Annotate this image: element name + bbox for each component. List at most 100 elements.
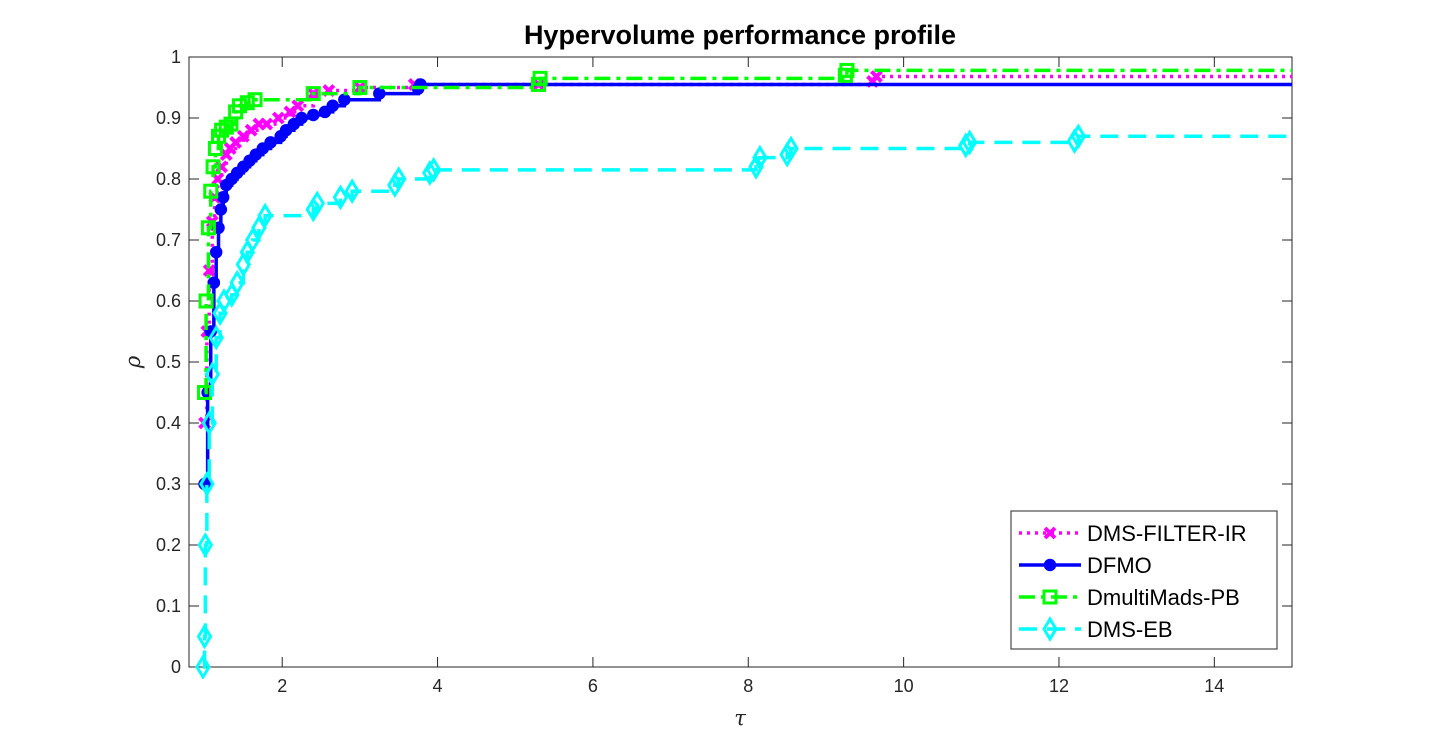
series-1-point-3 bbox=[207, 276, 221, 289]
series-1-point-22 bbox=[326, 99, 339, 113]
series-2-point-19 bbox=[839, 62, 855, 78]
legend-entry-3: DMS-EB bbox=[1019, 616, 1173, 642]
series-1-point-24-shape bbox=[373, 87, 386, 100]
legend-label-0: DMS-FILTER-IR bbox=[1087, 521, 1247, 546]
series-1-point-6-shape bbox=[214, 203, 228, 216]
series-3-point-10-shape bbox=[229, 269, 245, 296]
series-2-point-14 bbox=[305, 86, 321, 102]
legend-swatch-marker-2 bbox=[1042, 589, 1058, 605]
series-3-point-15-shape bbox=[257, 202, 273, 229]
series-0-point-16-shape bbox=[291, 99, 305, 113]
series-0-point-23-shape bbox=[870, 70, 883, 83]
x-tick-label-5: 12 bbox=[1049, 676, 1069, 696]
x-tick-label-2: 6 bbox=[588, 676, 598, 696]
series-3-point-30-shape bbox=[1066, 128, 1083, 155]
series-3-point-1-shape bbox=[196, 623, 213, 650]
legend-entry-1: DFMO bbox=[1019, 553, 1152, 578]
y-tick-label-2: 0.2 bbox=[156, 535, 181, 555]
series-3-point-29-shape bbox=[961, 129, 978, 156]
series-1-point-23 bbox=[338, 93, 351, 106]
series-1-point-19-shape bbox=[295, 111, 308, 125]
series-1-point-7-shape bbox=[216, 191, 230, 204]
series-3-point-2-shape bbox=[197, 532, 214, 558]
series-1-point-6 bbox=[214, 203, 228, 216]
series-2-point-0 bbox=[197, 385, 213, 400]
series-1-point-23-shape bbox=[338, 93, 351, 106]
chart-title: Hypervolume performance profile bbox=[524, 20, 956, 50]
series-3-point-22-shape bbox=[422, 159, 438, 186]
series-2-point-13-shape bbox=[247, 92, 263, 108]
series-3 bbox=[195, 123, 1292, 679]
series-3-point-20-shape bbox=[387, 172, 403, 199]
series-2-point-0-shape bbox=[197, 385, 213, 400]
series-3-point-5-shape bbox=[204, 361, 221, 388]
series-1-point-20 bbox=[307, 108, 320, 122]
series-3-point-4-shape bbox=[201, 410, 217, 436]
x-tick-label-1: 4 bbox=[433, 676, 443, 696]
series-2-point-2-shape bbox=[200, 220, 216, 236]
series-2-point-19-shape bbox=[839, 62, 855, 78]
series-1-point-4 bbox=[209, 245, 223, 259]
y-tick-label-6: 0.6 bbox=[156, 291, 181, 311]
series-3-point-3 bbox=[199, 471, 215, 497]
legend-swatch-marker-3-shape bbox=[1042, 616, 1058, 642]
legend-swatch-marker-0 bbox=[1043, 526, 1057, 540]
legend-swatch-marker-1 bbox=[1043, 558, 1057, 572]
y-tick-label-3: 0.3 bbox=[156, 474, 181, 494]
series-1-point-24 bbox=[373, 87, 386, 100]
series-3-point-0 bbox=[195, 654, 211, 679]
series-3-point-28-shape bbox=[958, 132, 974, 159]
x-tick-label-3: 8 bbox=[743, 676, 753, 696]
series-0-point-23 bbox=[870, 70, 883, 83]
series-3-point-28 bbox=[958, 132, 974, 159]
series-2-point-4-shape bbox=[205, 159, 221, 175]
series-2-point-12 bbox=[239, 95, 255, 111]
series-3-point-22 bbox=[422, 159, 438, 186]
series-2-point-3 bbox=[203, 183, 219, 199]
series-3-point-21-shape bbox=[390, 166, 407, 192]
series-3-point-18 bbox=[332, 184, 349, 211]
series-3-point-23 bbox=[425, 156, 442, 183]
series-1-point-15 bbox=[264, 136, 277, 149]
series-2-point-15-shape bbox=[352, 80, 368, 95]
series-1-point-4-shape bbox=[209, 245, 223, 259]
series-group bbox=[195, 62, 1292, 679]
series-3-point-17 bbox=[309, 190, 325, 217]
series-3-point-25 bbox=[752, 144, 768, 171]
series-3-point-1 bbox=[196, 623, 213, 650]
legend-entry-2: DmultiMads-PB bbox=[1019, 585, 1240, 610]
series-1-point-3-shape bbox=[207, 276, 221, 289]
series-1-point-22-shape bbox=[326, 99, 339, 113]
plot-area: 2 4 6 8 10 12 14 0 0.1 0.2 0.3 0.4 0.5 0.6 0.7 0.8 0.9 1 bbox=[156, 47, 1293, 696]
series-3-point-10 bbox=[229, 269, 245, 296]
series-3-point-16-shape bbox=[305, 196, 322, 223]
series-3-point-6 bbox=[208, 324, 224, 351]
legend-swatch-marker-3 bbox=[1042, 616, 1058, 642]
series-0-point-16 bbox=[291, 99, 305, 113]
series-3-point-17-shape bbox=[309, 190, 325, 217]
series-3-point-19-shape bbox=[344, 178, 360, 205]
series-3-point-29 bbox=[961, 129, 978, 156]
series-3-point-0-shape bbox=[195, 654, 211, 679]
series-3-point-26 bbox=[779, 141, 795, 168]
y-tick-label-10: 1 bbox=[171, 47, 181, 67]
series-3-point-27-shape bbox=[783, 135, 799, 162]
series-2-point-14-shape bbox=[305, 86, 321, 102]
series-1-point-7 bbox=[216, 191, 230, 204]
series-3-point-20 bbox=[387, 172, 403, 199]
x-tick-label-6: 14 bbox=[1204, 676, 1224, 696]
series-2-point-13 bbox=[247, 92, 263, 108]
series-2-point-2 bbox=[200, 220, 216, 236]
series-3-point-3-shape bbox=[199, 471, 215, 497]
x-axis-label: τ bbox=[734, 706, 746, 730]
series-2-point-11-shape bbox=[231, 98, 247, 114]
x-tick-label-4: 10 bbox=[894, 676, 914, 696]
series-0-point-2-shape bbox=[202, 264, 216, 277]
series-2-point-3-shape bbox=[203, 183, 219, 199]
y-tick-label-4: 0.4 bbox=[156, 413, 181, 433]
series-2-point-12-shape bbox=[239, 95, 255, 111]
series-2-point-1-shape bbox=[198, 293, 214, 309]
series-3-point-31-shape bbox=[1070, 123, 1087, 150]
series-0-point-13-shape bbox=[260, 117, 274, 131]
